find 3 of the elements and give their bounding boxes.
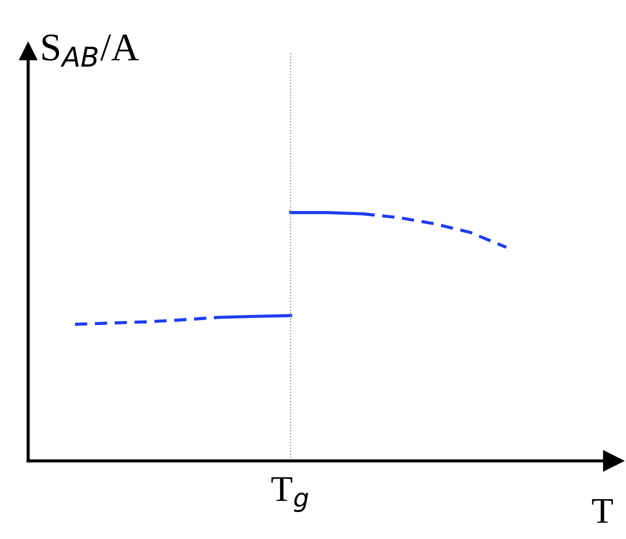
text: T$_{g}$ [271,477,308,512]
x-axis-title: T [592,499,613,523]
y-axis-title: S$_{AB}$/A [42,34,139,67]
